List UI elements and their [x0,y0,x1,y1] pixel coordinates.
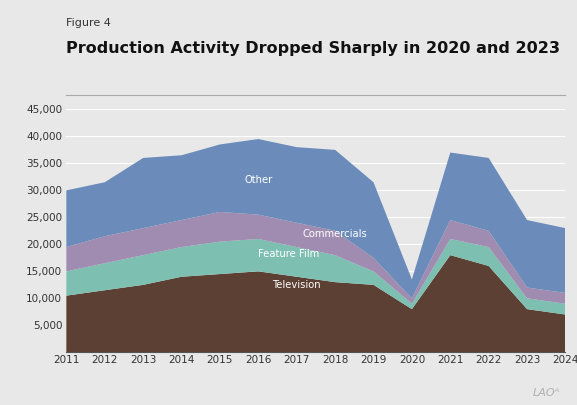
Text: Figure 4: Figure 4 [66,18,111,28]
Text: Other: Other [244,175,272,185]
Text: Production Activity Dropped Sharply in 2020 and 2023: Production Activity Dropped Sharply in 2… [66,40,560,55]
Text: LAOᴬ: LAOᴬ [533,388,560,398]
Text: Feature Film: Feature Film [258,249,320,259]
Text: Television: Television [272,280,321,290]
Text: Commercials: Commercials [303,228,368,239]
